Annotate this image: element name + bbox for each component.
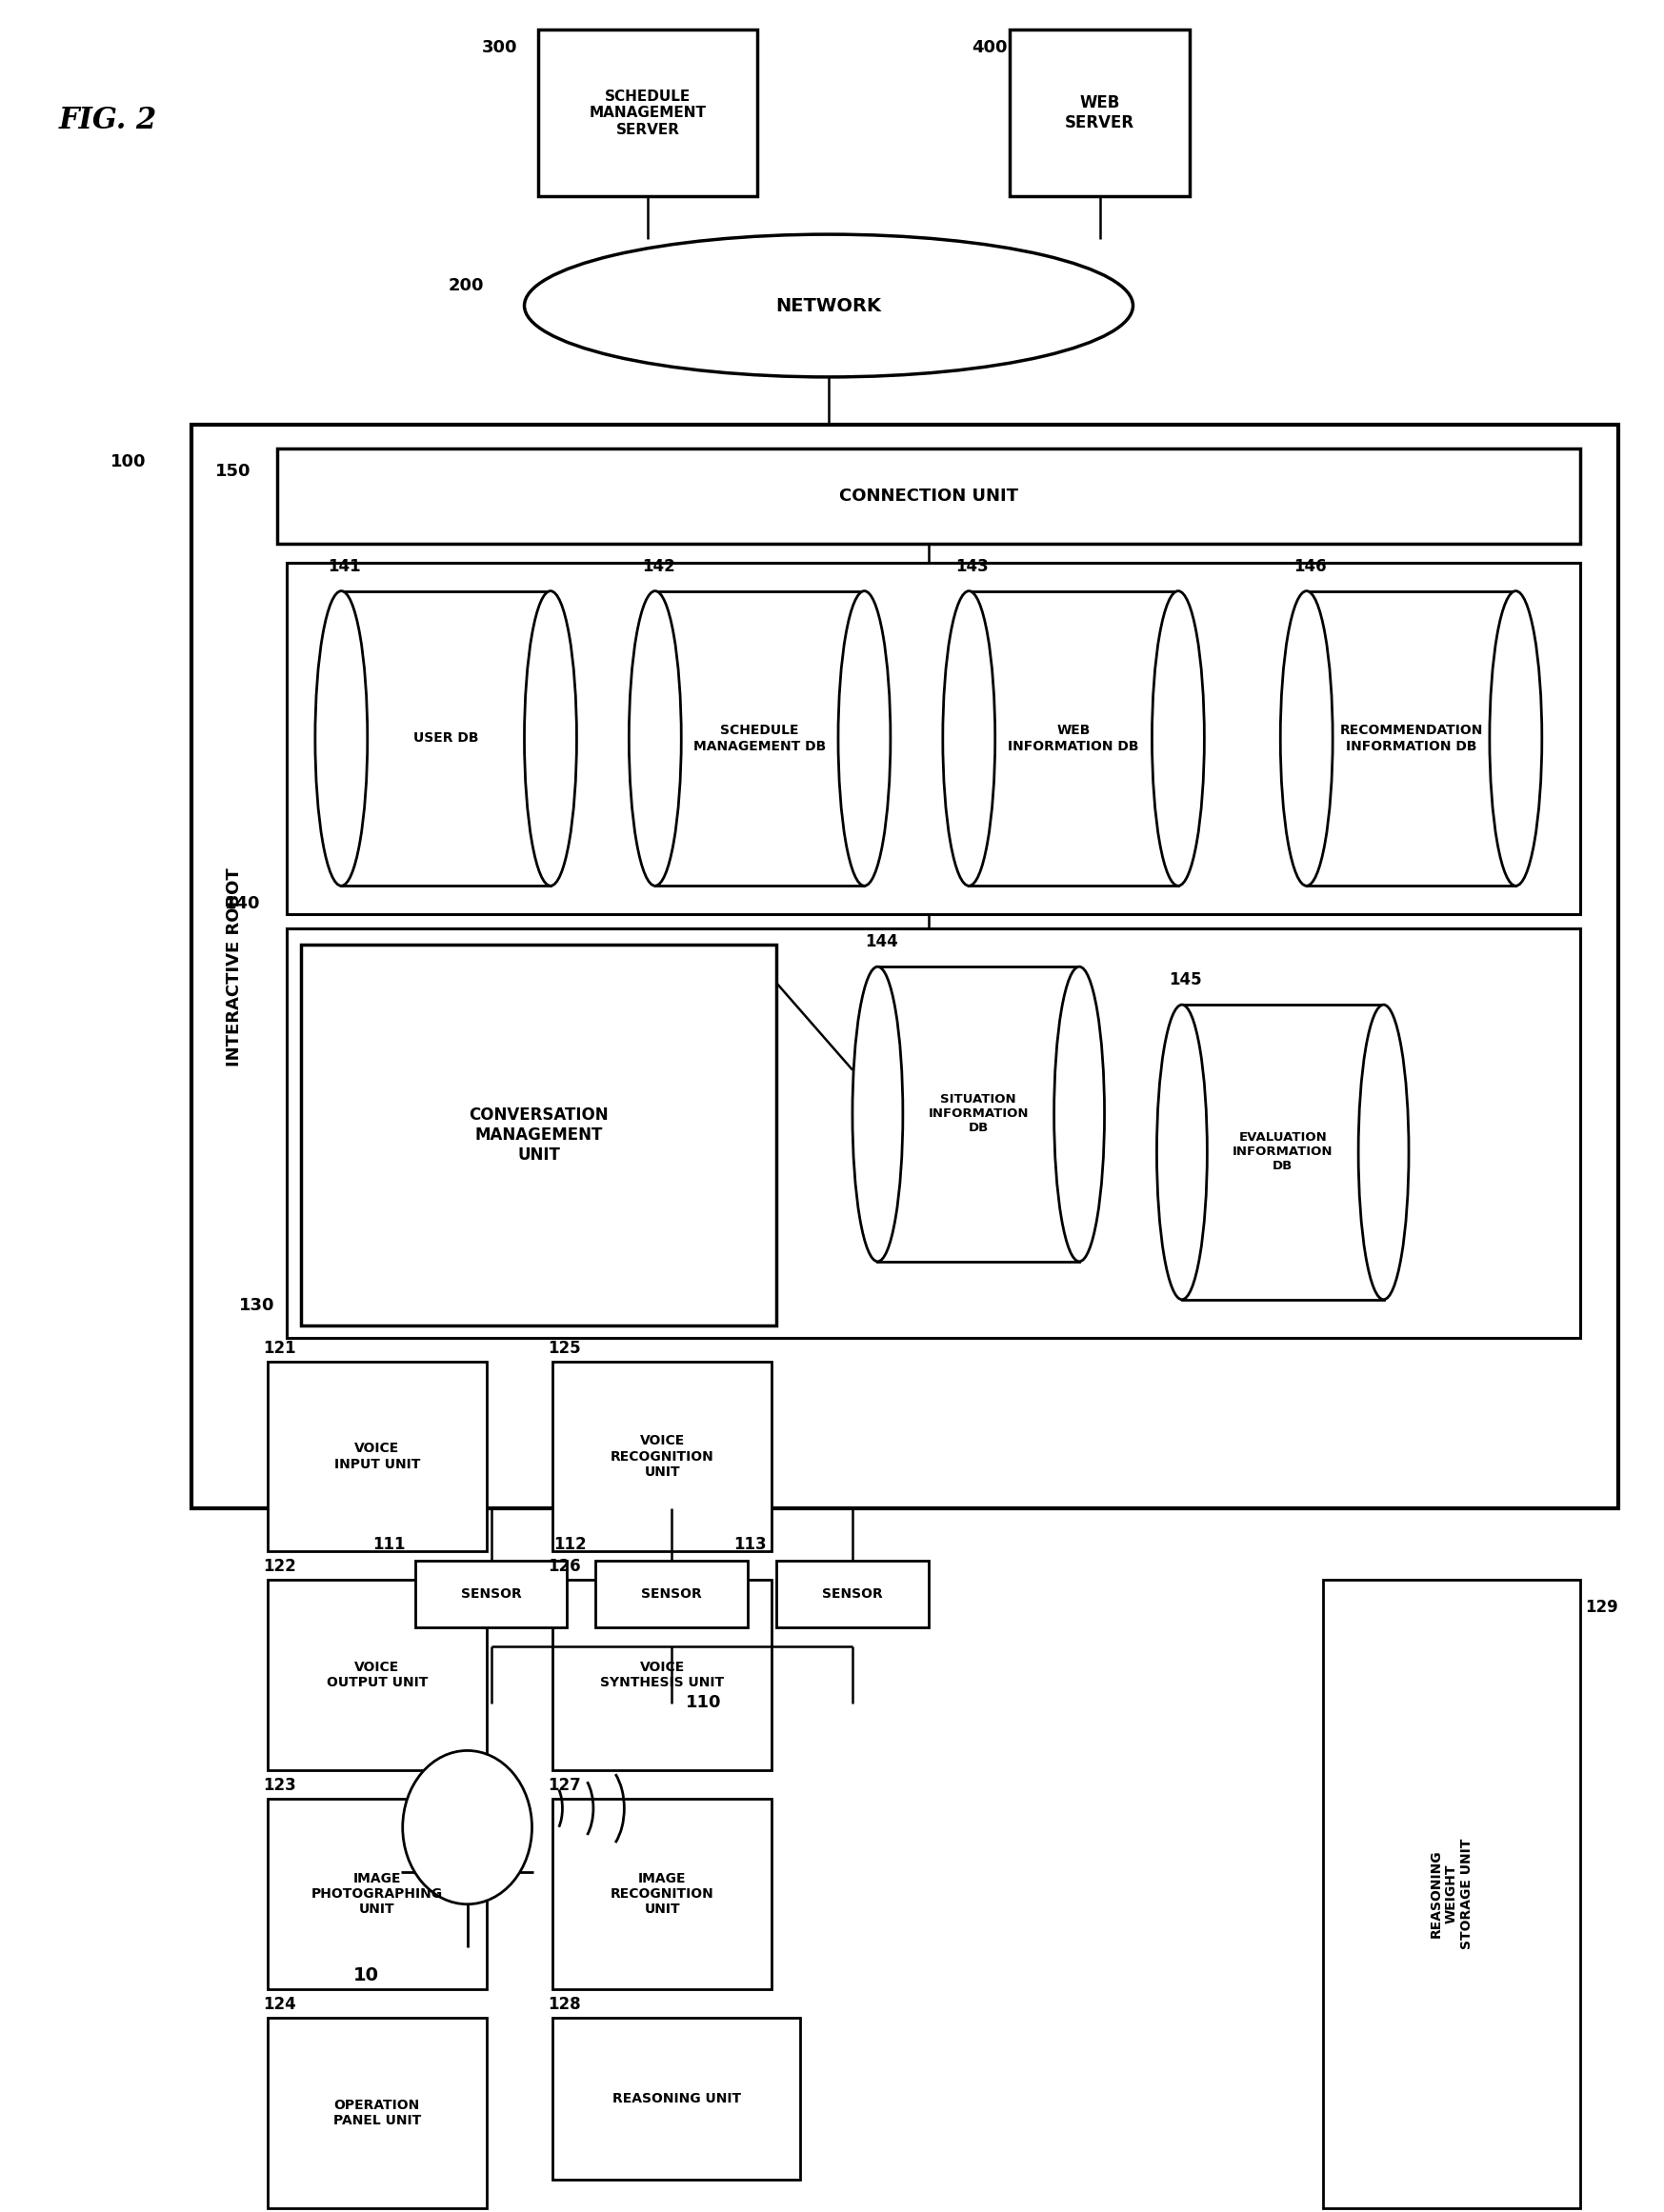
Text: VOICE
SYNTHESIS UNIT: VOICE SYNTHESIS UNIT xyxy=(601,1661,724,1690)
Bar xyxy=(268,1360,486,1551)
Text: IMAGE
PHOTOGRAPHING
UNIT: IMAGE PHOTOGRAPHING UNIT xyxy=(311,1871,443,1916)
Bar xyxy=(656,591,864,885)
Text: 150: 150 xyxy=(215,462,251,480)
Text: CONVERSATION
MANAGEMENT
UNIT: CONVERSATION MANAGEMENT UNIT xyxy=(469,1106,609,1164)
Text: 111: 111 xyxy=(373,1537,406,1553)
Text: 400: 400 xyxy=(972,40,1007,58)
Text: 126: 126 xyxy=(547,1557,581,1575)
Bar xyxy=(552,1798,772,1989)
Bar xyxy=(552,1360,772,1551)
Text: WEB
SERVER: WEB SERVER xyxy=(1065,95,1135,131)
Text: 142: 142 xyxy=(642,557,676,575)
Text: SITUATION
INFORMATION
DB: SITUATION INFORMATION DB xyxy=(929,1093,1028,1135)
Text: 127: 127 xyxy=(547,1776,581,1794)
Text: 129: 129 xyxy=(1584,1599,1617,1617)
Bar xyxy=(268,2017,486,2208)
Text: 121: 121 xyxy=(263,1340,296,1356)
Bar xyxy=(552,1579,772,1770)
Ellipse shape xyxy=(1156,1004,1206,1298)
Text: 123: 123 xyxy=(263,1776,296,1794)
Bar xyxy=(268,1798,486,1989)
Ellipse shape xyxy=(403,1750,532,1905)
Text: 113: 113 xyxy=(734,1537,767,1553)
Text: 300: 300 xyxy=(481,40,518,58)
Bar xyxy=(341,591,551,885)
Bar xyxy=(268,1579,486,1770)
Text: 143: 143 xyxy=(955,557,988,575)
Text: 141: 141 xyxy=(328,557,361,575)
Bar xyxy=(1323,1579,1579,2208)
Text: RECOMMENDATION
INFORMATION DB: RECOMMENDATION INFORMATION DB xyxy=(1340,723,1483,752)
Text: 110: 110 xyxy=(686,1694,722,1712)
Bar xyxy=(1010,29,1190,197)
Text: 145: 145 xyxy=(1170,971,1203,989)
Bar xyxy=(552,2017,800,2179)
Text: VOICE
INPUT UNIT: VOICE INPUT UNIT xyxy=(334,1442,419,1471)
Text: INTERACTIVE ROBOT: INTERACTIVE ROBOT xyxy=(226,867,243,1066)
Text: 124: 124 xyxy=(263,1995,296,2013)
Ellipse shape xyxy=(1053,967,1105,1261)
Ellipse shape xyxy=(1489,591,1543,885)
Text: 10: 10 xyxy=(353,1966,379,1984)
Bar xyxy=(414,1562,567,1628)
Text: VOICE
OUTPUT UNIT: VOICE OUTPUT UNIT xyxy=(326,1661,428,1690)
Ellipse shape xyxy=(1151,591,1205,885)
Bar xyxy=(286,562,1579,914)
Text: CONNECTION UNIT: CONNECTION UNIT xyxy=(839,487,1018,504)
Bar xyxy=(777,1562,929,1628)
Text: SENSOR: SENSOR xyxy=(461,1588,521,1601)
Text: SENSOR: SENSOR xyxy=(822,1588,884,1601)
Ellipse shape xyxy=(524,234,1133,376)
Text: OPERATION
PANEL UNIT: OPERATION PANEL UNIT xyxy=(333,2099,421,2128)
Text: REASONING UNIT: REASONING UNIT xyxy=(612,2093,740,2106)
Bar xyxy=(539,29,757,197)
Text: 140: 140 xyxy=(225,896,261,914)
Ellipse shape xyxy=(524,591,577,885)
Ellipse shape xyxy=(1280,591,1333,885)
Text: 128: 128 xyxy=(547,1995,581,2013)
Ellipse shape xyxy=(852,967,904,1261)
Bar xyxy=(301,945,777,1325)
Bar xyxy=(278,449,1579,544)
Text: SCHEDULE
MANAGEMENT DB: SCHEDULE MANAGEMENT DB xyxy=(694,723,825,752)
Text: SENSOR: SENSOR xyxy=(641,1588,702,1601)
Text: 100: 100 xyxy=(111,453,146,471)
Bar xyxy=(968,591,1178,885)
Ellipse shape xyxy=(629,591,681,885)
Text: REASONING
WEIGHT
STORAGE UNIT: REASONING WEIGHT STORAGE UNIT xyxy=(1429,1838,1474,1949)
Ellipse shape xyxy=(839,591,890,885)
Text: USER DB: USER DB xyxy=(413,732,479,745)
Bar xyxy=(286,929,1579,1338)
Text: EVALUATION
INFORMATION
DB: EVALUATION INFORMATION DB xyxy=(1233,1133,1333,1172)
Text: 130: 130 xyxy=(240,1296,275,1314)
Bar xyxy=(191,425,1617,1509)
Bar xyxy=(596,1562,747,1628)
Ellipse shape xyxy=(314,591,368,885)
Text: 144: 144 xyxy=(865,933,899,951)
Text: 122: 122 xyxy=(263,1557,296,1575)
Bar xyxy=(877,967,1080,1261)
Text: FIG. 2: FIG. 2 xyxy=(58,106,156,135)
Text: 200: 200 xyxy=(448,276,484,294)
Ellipse shape xyxy=(943,591,995,885)
Ellipse shape xyxy=(1358,1004,1409,1298)
Text: WEB
INFORMATION DB: WEB INFORMATION DB xyxy=(1008,723,1140,752)
Text: VOICE
RECOGNITION
UNIT: VOICE RECOGNITION UNIT xyxy=(611,1433,714,1478)
Bar xyxy=(1306,591,1516,885)
Text: 125: 125 xyxy=(547,1340,581,1356)
Text: 146: 146 xyxy=(1293,557,1326,575)
Text: IMAGE
RECOGNITION
UNIT: IMAGE RECOGNITION UNIT xyxy=(611,1871,714,1916)
Text: SCHEDULE
MANAGEMENT
SERVER: SCHEDULE MANAGEMENT SERVER xyxy=(589,88,707,137)
Bar xyxy=(1181,1004,1383,1298)
Text: 112: 112 xyxy=(552,1537,586,1553)
Text: NETWORK: NETWORK xyxy=(775,296,882,314)
